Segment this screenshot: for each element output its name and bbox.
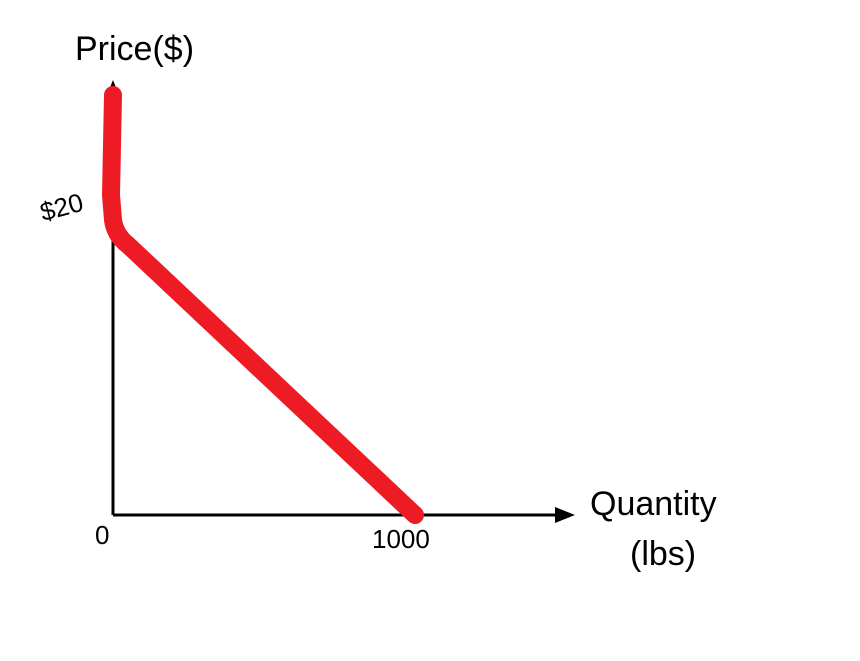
chart-svg [0, 0, 860, 656]
demand-curve [111, 95, 415, 515]
origin-label: 0 [95, 520, 109, 551]
x-axis-label-1: Quantity [590, 485, 717, 524]
x-tick-1000: 1000 [372, 524, 430, 555]
x-axis-arrow [555, 507, 575, 523]
x-axis-label-2: (lbs) [630, 535, 696, 574]
demand-chart: Price($) $20 0 1000 Quantity (lbs) [0, 0, 860, 656]
y-axis-label: Price($) [75, 30, 194, 69]
